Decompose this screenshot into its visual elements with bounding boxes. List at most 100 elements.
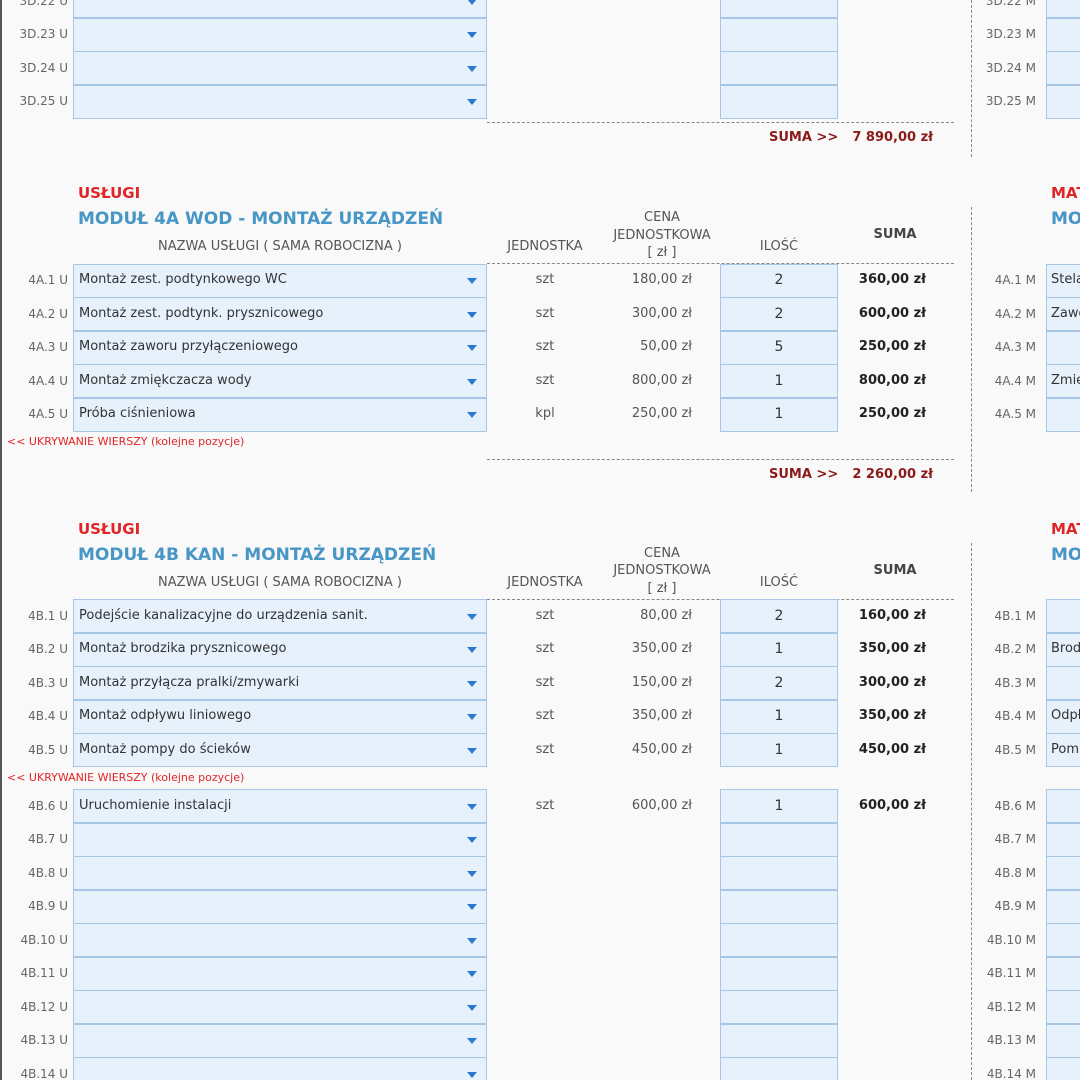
mat-name-dropdown[interactable] xyxy=(1046,666,1080,700)
mat-name-dropdown[interactable] xyxy=(1046,263,1080,298)
mat-name-dropdown[interactable] xyxy=(1046,699,1080,734)
name-dropdown[interactable] xyxy=(73,822,487,857)
mat-name-dropdown[interactable] xyxy=(1046,789,1080,823)
name-dropdown[interactable] xyxy=(73,856,487,890)
dropdown-arrow[interactable] xyxy=(467,278,477,284)
mat-name-dropdown[interactable] xyxy=(1046,297,1080,331)
mat-name-dropdown[interactable] xyxy=(1046,632,1080,667)
qty-cell[interactable] xyxy=(720,84,838,119)
dropdown-arrow[interactable] xyxy=(467,99,477,105)
sum-label: SUMA >> xyxy=(769,467,839,482)
row-label: 4B.2 U xyxy=(28,642,68,656)
mat-name-dropdown[interactable] xyxy=(1046,17,1080,52)
dropdown-arrow[interactable] xyxy=(467,904,477,910)
qty-cell[interactable] xyxy=(720,699,838,734)
row-label: 4B.6 U xyxy=(28,798,68,813)
dropdown-arrow[interactable] xyxy=(467,680,477,687)
qty-cell[interactable] xyxy=(720,51,838,85)
qty-cell[interactable] xyxy=(720,956,838,991)
name-dropdown[interactable] xyxy=(73,923,487,957)
dropdown-arrow[interactable] xyxy=(467,311,477,318)
dropdown-arrow[interactable] xyxy=(467,378,477,385)
dropdown-arrow[interactable] xyxy=(467,345,477,351)
unit: szt xyxy=(535,305,555,321)
name-dropdown[interactable] xyxy=(73,733,487,767)
row-sum: 600,00 zł xyxy=(858,305,926,321)
name-dropdown[interactable] xyxy=(73,889,487,924)
dropdown-arrow[interactable] xyxy=(467,1071,477,1078)
mat-name-dropdown[interactable] xyxy=(1046,1023,1080,1058)
header-price: CENA xyxy=(644,545,680,561)
qty-cell[interactable] xyxy=(720,1023,838,1058)
qty-cell[interactable] xyxy=(720,666,838,700)
mat-name-dropdown[interactable] xyxy=(1046,51,1080,85)
dropdown-arrow[interactable] xyxy=(467,613,477,620)
dropdown-arrow[interactable] xyxy=(467,803,477,810)
mat-name-dropdown[interactable] xyxy=(1046,822,1080,857)
dropdown-arrow[interactable] xyxy=(467,412,477,418)
mat-name-dropdown[interactable] xyxy=(1046,364,1080,398)
row-label: 4B.14 U xyxy=(20,1066,68,1080)
unit: szt xyxy=(535,741,555,757)
qty-cell[interactable] xyxy=(720,856,838,890)
mat-name-dropdown[interactable] xyxy=(1046,856,1080,890)
qty-cell[interactable] xyxy=(720,1057,838,1080)
mat-name-dropdown[interactable] xyxy=(1046,733,1080,767)
qty-cell[interactable] xyxy=(720,0,838,18)
mat-name-dropdown[interactable] xyxy=(1046,990,1080,1024)
mat-name-dropdown[interactable] xyxy=(1046,889,1080,924)
name-dropdown[interactable] xyxy=(73,1023,487,1058)
mat-name-dropdown[interactable] xyxy=(1046,923,1080,957)
category: USŁUGI xyxy=(78,519,141,538)
qty-cell[interactable] xyxy=(720,990,838,1024)
name-dropdown[interactable] xyxy=(73,956,487,991)
hide-rows-note[interactable]: << UKRYWANIE WIERSZY (kolejne pozycje) xyxy=(7,770,245,784)
name-dropdown[interactable] xyxy=(73,0,487,18)
qty-cell[interactable] xyxy=(720,889,838,924)
unit: szt xyxy=(535,641,555,656)
mat-name-dropdown[interactable] xyxy=(1046,397,1080,432)
mat-name-dropdown[interactable] xyxy=(1046,84,1080,119)
name-dropdown[interactable] xyxy=(73,51,487,85)
dropdown-arrow[interactable] xyxy=(467,1004,477,1011)
name-dropdown[interactable] xyxy=(73,1057,487,1080)
mat-name-dropdown[interactable] xyxy=(1046,1057,1080,1080)
dropdown-arrow[interactable] xyxy=(467,747,477,754)
mat-row-label: 4A.4 M xyxy=(994,373,1036,388)
qty-cell[interactable] xyxy=(720,364,838,398)
mat-name-dropdown[interactable] xyxy=(1046,330,1080,365)
qty-cell[interactable] xyxy=(720,17,838,52)
qty-cell[interactable] xyxy=(720,397,838,432)
name-dropdown[interactable] xyxy=(73,990,487,1024)
name-dropdown[interactable] xyxy=(73,84,487,119)
name-dropdown[interactable] xyxy=(73,17,487,52)
dropdown-arrow[interactable] xyxy=(467,647,477,653)
name-dropdown[interactable] xyxy=(73,397,487,432)
dropdown-arrow[interactable] xyxy=(467,837,477,843)
dropdown-arrow[interactable] xyxy=(467,0,477,5)
mat-row-label: 4A.2 M xyxy=(994,306,1036,321)
dropdown-arrow[interactable] xyxy=(467,714,477,720)
mat-name-dropdown[interactable] xyxy=(1046,956,1080,991)
dropdown-arrow[interactable] xyxy=(467,1038,477,1044)
mat-name-dropdown[interactable] xyxy=(1046,599,1080,633)
row-sum: 250,00 zł xyxy=(858,339,926,354)
hide-rows-note[interactable]: << UKRYWANIE WIERSZY (kolejne pozycje) xyxy=(7,435,245,448)
mat-name-dropdown[interactable] xyxy=(1046,0,1080,18)
dropdown-arrow[interactable] xyxy=(467,65,477,72)
dropdown-arrow[interactable] xyxy=(467,32,477,38)
dropdown-arrow[interactable] xyxy=(467,937,477,944)
name-dropdown[interactable] xyxy=(73,699,487,734)
sum-divider xyxy=(487,459,954,460)
qty-cell[interactable] xyxy=(720,330,838,365)
qty-cell[interactable] xyxy=(720,297,838,331)
dropdown-arrow[interactable] xyxy=(467,971,477,977)
qty-cell[interactable] xyxy=(720,822,838,857)
mat-row-label: 4B.8 M xyxy=(994,865,1036,880)
column-divider xyxy=(971,542,972,1080)
qty-cell[interactable] xyxy=(720,632,838,667)
qty-cell[interactable] xyxy=(720,923,838,957)
qty-cell[interactable] xyxy=(720,733,838,767)
row-sum: 800,00 zł xyxy=(858,372,926,388)
dropdown-arrow[interactable] xyxy=(467,870,477,877)
